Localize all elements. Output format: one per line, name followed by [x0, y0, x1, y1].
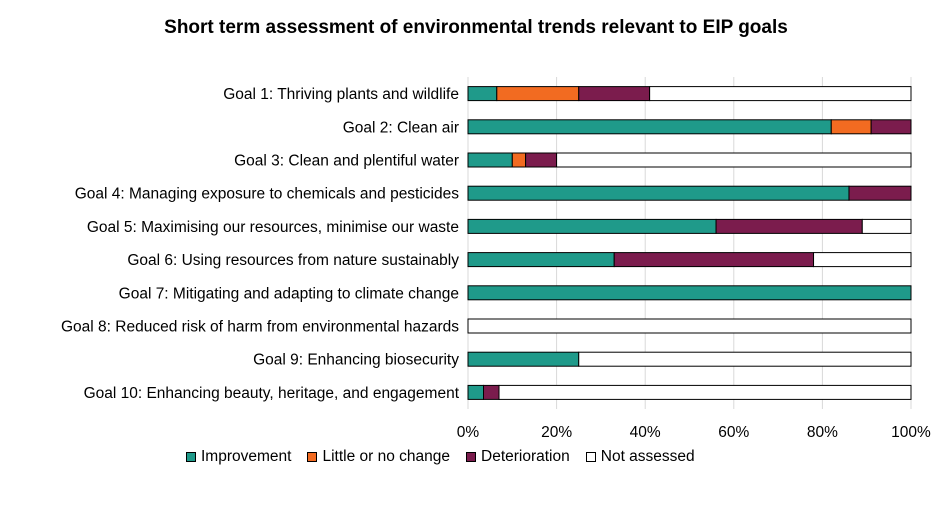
category-label: Goal 2: Clean air — [343, 119, 459, 136]
bar-not-assessed — [556, 152, 912, 168]
category-label: Goal 8: Reduced risk of harm from enviro… — [61, 319, 459, 336]
category-label: Goal 6: Using resources from nature sust… — [127, 252, 459, 269]
chart-title: Short term assessment of environmental t… — [164, 17, 788, 38]
bar-not-assessed — [861, 218, 912, 234]
bar-improvement — [467, 351, 580, 367]
bar-improvement — [467, 185, 850, 201]
legend-swatch-little-or-no-change — [307, 452, 318, 462]
x-tick-label: 100% — [891, 424, 931, 441]
x-tick-label: 40% — [630, 424, 661, 441]
bar-little-or-no-change — [830, 119, 872, 135]
legend-swatch-improvement — [186, 452, 196, 462]
bar-little-or-no-change — [496, 86, 580, 102]
bar-deterioration — [483, 384, 500, 400]
legend-item-deterioration: Deterioration — [466, 448, 570, 466]
legend-label-deterioration: Deterioration — [481, 448, 570, 465]
bar-deterioration — [578, 86, 651, 102]
category-label: Goal 10: Enhancing beauty, heritage, and… — [84, 385, 460, 402]
bar-little-or-no-change — [511, 152, 527, 168]
bar-improvement — [467, 384, 485, 400]
bar-deterioration — [848, 185, 912, 201]
legend-label-improvement: Improvement — [201, 448, 292, 465]
legend-item-improvement: Improvement — [186, 448, 291, 466]
legend-item-little-or-no-change: Little or no change — [307, 448, 450, 466]
bar-not-assessed — [467, 318, 912, 334]
bar-not-assessed — [498, 384, 912, 400]
legend-swatch-deterioration — [466, 452, 476, 462]
bar-not-assessed — [649, 86, 912, 102]
bar-deterioration — [715, 218, 863, 234]
category-label: Goal 3: Clean and plentiful water — [234, 153, 459, 170]
bar-not-assessed — [578, 351, 912, 367]
legend-item-not-assessed: Not assessed — [585, 448, 695, 466]
category-label: Goal 9: Enhancing biosecurity — [253, 352, 459, 369]
x-tick-label: 80% — [807, 424, 838, 441]
x-tick-label: 0% — [457, 424, 480, 441]
bar-deterioration — [613, 252, 815, 268]
category-label: Goal 5: Maximising our resources, minimi… — [87, 219, 459, 236]
category-label: Goal 1: Thriving plants and wildlife — [223, 86, 459, 103]
legend-label-not-assessed: Not assessed — [600, 448, 695, 465]
bar-not-assessed — [813, 252, 912, 268]
category-label: Goal 4: Managing exposure to chemicals a… — [75, 186, 460, 203]
legend-label-little-or-no-change: Little or no change — [322, 448, 450, 465]
bar-improvement — [467, 252, 615, 268]
chart-legend: Improvement Little or no change Deterior… — [186, 448, 695, 466]
bar-improvement — [467, 86, 498, 102]
bar-deterioration — [525, 152, 558, 168]
category-label: Goal 7: Mitigating and adapting to clima… — [119, 285, 459, 302]
bar-improvement — [467, 218, 717, 234]
bar-improvement — [467, 152, 513, 168]
bar-improvement — [467, 119, 832, 135]
bar-deterioration — [870, 119, 912, 135]
legend-swatch-not-assessed — [585, 452, 596, 462]
bar-improvement — [467, 285, 912, 301]
x-tick-label: 20% — [541, 424, 572, 441]
x-tick-label: 60% — [718, 424, 749, 441]
